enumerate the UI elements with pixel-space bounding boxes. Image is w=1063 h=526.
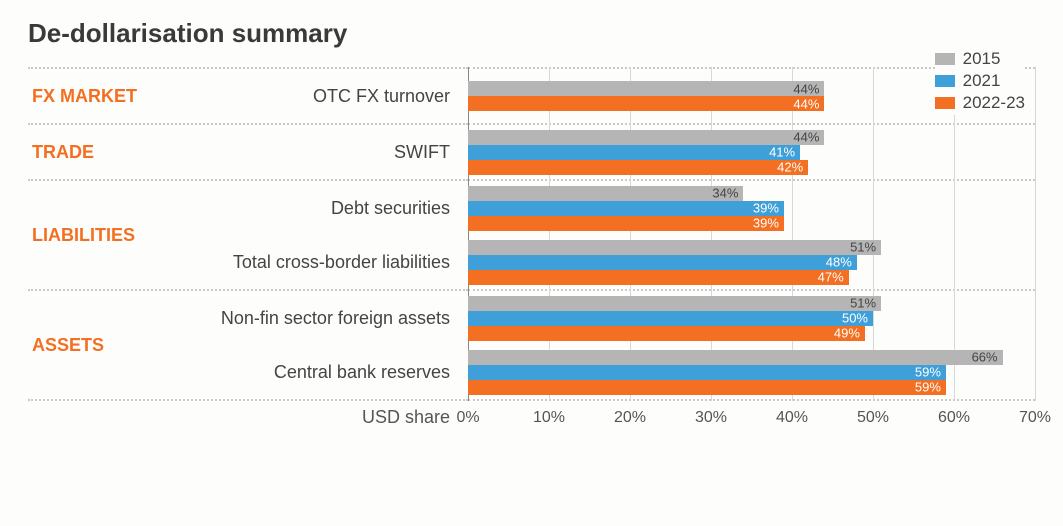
category-label: LIABILITIES	[28, 181, 168, 289]
bar-value: 44%	[793, 96, 819, 111]
legend-item: 2022-23	[935, 93, 1025, 113]
legend-label: 2021	[963, 71, 1001, 91]
bar-value: 44%	[793, 81, 819, 96]
legend: 201520212022-23	[935, 49, 1025, 115]
bar: 49%	[468, 326, 865, 341]
category-group: LIABILITIESDebt securities Total cross-bo…	[28, 181, 468, 291]
bar: 66%	[468, 350, 1003, 365]
bar-value: 59%	[915, 365, 941, 380]
bar: 47%	[468, 270, 849, 285]
bars-row: 34% 39%39%	[468, 181, 1035, 235]
category-group: ASSETSNon-fin sector foreign assets Centr…	[28, 291, 468, 401]
bar-value: 41%	[769, 145, 795, 160]
legend-swatch	[935, 53, 955, 65]
row-label: SWIFT	[168, 142, 468, 163]
bars-row: 51%48%47%	[468, 235, 1035, 289]
bar-value: 66%	[972, 350, 998, 365]
chart-container: 201520212022-23 FX MARKETOTC FX turnover…	[28, 67, 1035, 401]
bar-value: 51%	[850, 296, 876, 311]
bar: 59%	[468, 365, 946, 380]
legend-item: 2021	[935, 71, 1025, 91]
bar-value: 42%	[777, 160, 803, 175]
bar: 44%	[468, 96, 824, 111]
legend-label: 2015	[963, 49, 1001, 69]
x-tick: 20%	[614, 409, 646, 427]
bar-value: 44%	[793, 130, 819, 145]
x-tick: 70%	[1019, 409, 1051, 427]
y-axis-labels: FX MARKETOTC FX turnoverTRADESWIFTLIABIL…	[28, 67, 468, 401]
bar-value: 51%	[850, 240, 876, 255]
plot-group: 44%41%42%	[468, 125, 1035, 181]
legend-swatch	[935, 97, 955, 109]
bar: 59%	[468, 380, 946, 395]
legend-swatch	[935, 75, 955, 87]
bars-row: 51%50%49%	[468, 291, 1035, 345]
bar-value: 49%	[834, 326, 860, 341]
bar-value: 48%	[826, 255, 852, 270]
gridline	[1035, 67, 1036, 401]
x-axis: USD share 0%10%20%30%40%50%60%70%	[28, 407, 1035, 431]
bar: 42%	[468, 160, 808, 175]
category-group: TRADESWIFT	[28, 125, 468, 181]
plot-group: 34% 39%39% 51%48%47%	[468, 181, 1035, 291]
bar: 51%	[468, 296, 881, 311]
bar-value: 39%	[753, 201, 779, 216]
bar: 44%	[468, 130, 824, 145]
bar: 41%	[468, 145, 800, 160]
x-tick: 10%	[533, 409, 565, 427]
bar: 51%	[468, 240, 881, 255]
category-group: FX MARKETOTC FX turnover	[28, 67, 468, 125]
bar-value: 47%	[818, 270, 844, 285]
x-axis-ticks: 0%10%20%30%40%50%60%70%	[468, 407, 1035, 431]
bar: 34%	[468, 186, 743, 201]
bar: 50%	[468, 311, 873, 326]
x-tick: 40%	[776, 409, 808, 427]
bar-value: 34%	[712, 186, 738, 201]
category-label: TRADE	[28, 125, 168, 179]
row-label: Central bank reserves	[168, 362, 468, 383]
bar-value: 50%	[842, 311, 868, 326]
plot-group: 51%50%49% 66% 59%59%	[468, 291, 1035, 401]
row-label: Total cross-border liabilities	[168, 252, 468, 273]
legend-item: 2015	[935, 49, 1025, 69]
bar-value: 39%	[753, 216, 779, 231]
bar: 44%	[468, 81, 824, 96]
x-tick: 60%	[938, 409, 970, 427]
category-label: FX MARKET	[28, 69, 168, 123]
bars-row: 66% 59%59%	[468, 345, 1035, 399]
x-axis-label: USD share	[28, 407, 468, 431]
bar-value: 59%	[915, 380, 941, 395]
bar: 48%	[468, 255, 857, 270]
bars-row: 44%41%42%	[468, 125, 1035, 179]
legend-label: 2022-23	[963, 93, 1025, 113]
bar: 39%	[468, 216, 784, 231]
row-label: Non-fin sector foreign assets	[168, 308, 468, 329]
row-label: OTC FX turnover	[168, 86, 468, 107]
x-tick: 30%	[695, 409, 727, 427]
x-tick: 0%	[456, 409, 479, 427]
bar: 39%	[468, 201, 784, 216]
chart-title: De-dollarisation summary	[28, 18, 1035, 49]
category-label: ASSETS	[28, 291, 168, 399]
row-label: Debt securities	[168, 198, 468, 219]
plot-area: 44%44%44%41%42%34%39%39%51%48%47%51%50%4…	[468, 67, 1035, 401]
x-tick: 50%	[857, 409, 889, 427]
